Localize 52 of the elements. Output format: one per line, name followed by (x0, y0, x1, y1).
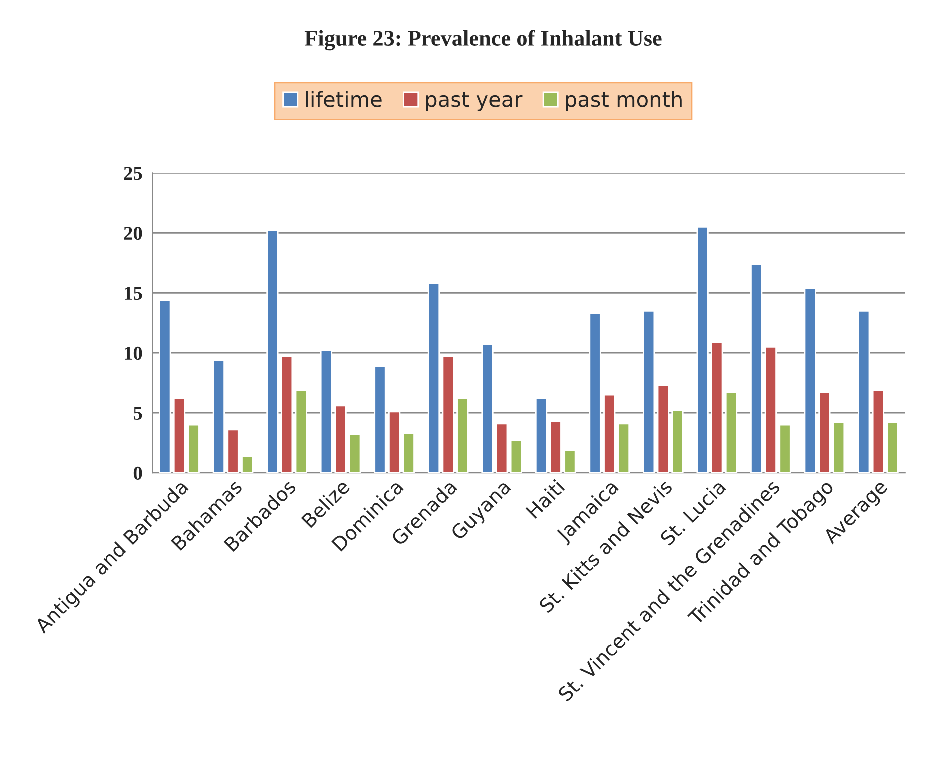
bar (564, 450, 576, 474)
bar (886, 422, 899, 474)
bar (173, 398, 186, 474)
bar (242, 456, 254, 474)
bar (320, 350, 333, 474)
bar (550, 420, 562, 474)
bar (159, 300, 172, 474)
bar (428, 282, 440, 474)
bar (227, 429, 240, 474)
bar (818, 392, 831, 474)
bar (334, 405, 347, 474)
bar (280, 356, 294, 474)
y-tick-label: 25 (124, 167, 142, 180)
y-tick-label: 5 (134, 407, 142, 420)
bar (750, 264, 763, 474)
bar (642, 310, 656, 474)
y-tick-label: 20 (124, 226, 142, 240)
bar (266, 230, 279, 474)
legend-label: past month (566, 91, 682, 112)
bar (388, 411, 401, 474)
bar (711, 342, 724, 474)
bar (696, 226, 709, 474)
bar (725, 392, 738, 474)
bar (779, 424, 792, 474)
bar (496, 423, 508, 474)
bar (482, 344, 494, 474)
bar (212, 360, 226, 474)
bar (858, 310, 870, 474)
chart-title: Figure 23: Prevalence of Inhalant Use (304, 30, 662, 51)
bar (872, 390, 885, 474)
bar (804, 288, 816, 474)
bar (672, 410, 684, 474)
legend-label: past year (426, 92, 523, 112)
bar (456, 398, 469, 474)
bar (589, 312, 602, 474)
bar (510, 440, 523, 474)
bar (188, 424, 200, 474)
y-tick-label: 15 (125, 287, 142, 300)
bar (618, 423, 630, 474)
bar (349, 434, 362, 474)
bar (402, 432, 415, 474)
bar (764, 346, 777, 474)
y-tick-label: 0 (134, 466, 142, 480)
bar (295, 390, 308, 474)
bar (442, 356, 454, 474)
y-tick-label: 10 (125, 346, 142, 360)
bar (604, 394, 616, 474)
legend-label: lifetime (306, 91, 382, 108)
bar (657, 384, 670, 474)
bar (832, 422, 846, 474)
bar (535, 398, 548, 474)
bar (374, 366, 386, 474)
